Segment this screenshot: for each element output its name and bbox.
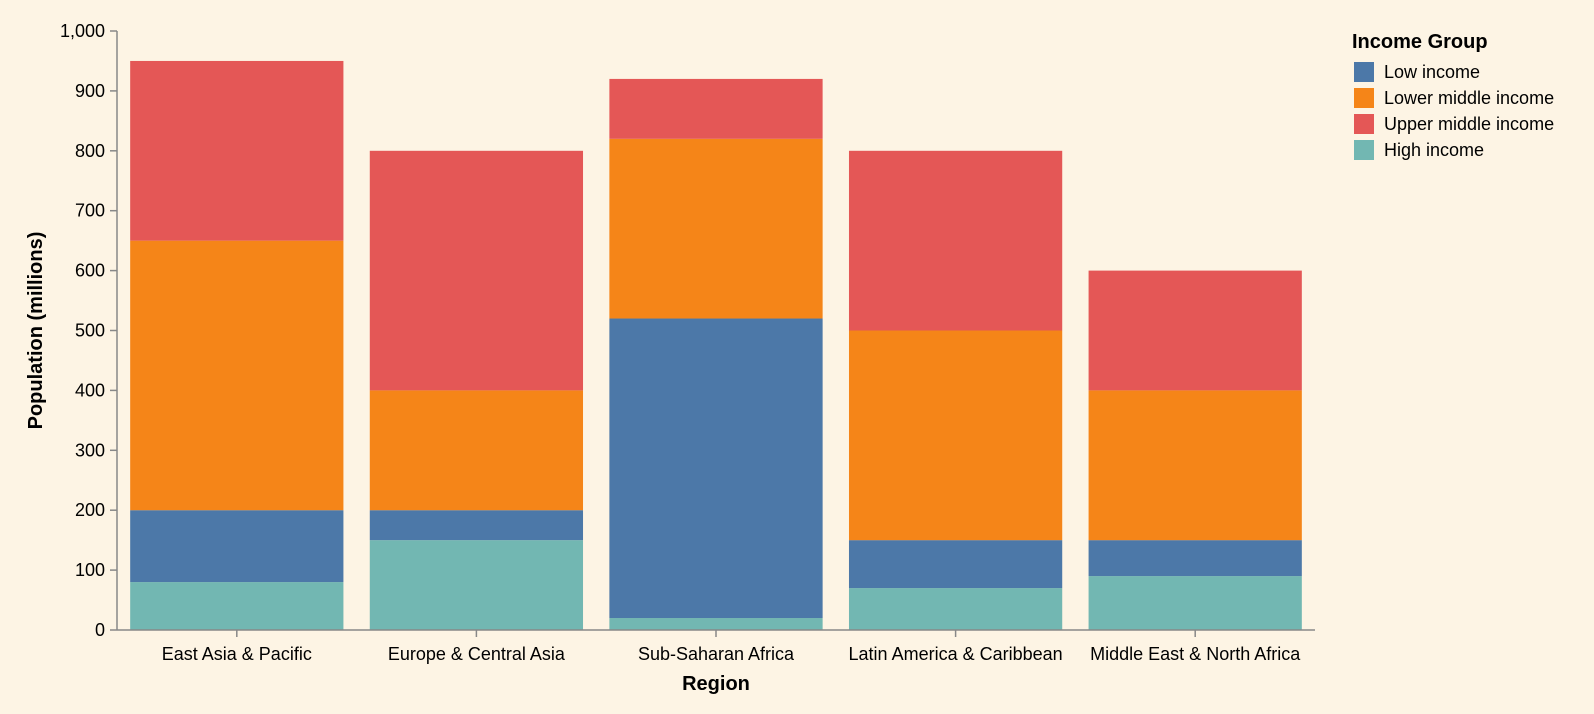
bar-segment-upper-middle-income bbox=[609, 78, 823, 139]
y-axis-title: Population (millions) bbox=[25, 232, 47, 430]
y-tick-label: 800 bbox=[75, 141, 105, 161]
bar-segment-low-income bbox=[130, 510, 344, 583]
y-tick-label: 900 bbox=[75, 81, 105, 101]
legend-label-low-income: Low income bbox=[1384, 62, 1480, 82]
y-tick-label: 500 bbox=[75, 321, 105, 341]
x-tick-label: Sub-Saharan Africa bbox=[638, 644, 795, 664]
bar-segment-upper-middle-income bbox=[1088, 270, 1302, 391]
legend-swatch-low-income bbox=[1354, 62, 1374, 82]
bar-segment-lower-middle-income bbox=[369, 390, 584, 511]
bar-segment-lower-middle-income bbox=[1088, 390, 1302, 541]
bar-segment-upper-middle-income bbox=[848, 150, 1063, 331]
legend: Income Group Low income Lower middle inco… bbox=[1352, 31, 1554, 160]
bars-layer bbox=[130, 60, 1302, 630]
legend-swatch-upper-middle-income bbox=[1354, 114, 1374, 134]
y-tick-label: 700 bbox=[75, 201, 105, 221]
y-tick-label: 400 bbox=[75, 380, 105, 400]
bar-segment-high-income bbox=[609, 618, 823, 630]
legend-label-lower-middle-income: Lower middle income bbox=[1384, 88, 1554, 108]
legend-swatch-lower-middle-income bbox=[1354, 88, 1374, 108]
bar-segment-lower-middle-income bbox=[848, 330, 1063, 541]
x-tick-label: Latin America & Caribbean bbox=[849, 644, 1063, 664]
y-tick-label: 300 bbox=[75, 440, 105, 460]
bar-segment-low-income bbox=[848, 540, 1063, 589]
bar-segment-upper-middle-income bbox=[130, 60, 344, 241]
x-tick-label: Middle East & North Africa bbox=[1090, 644, 1301, 664]
bar-segment-low-income bbox=[609, 318, 823, 619]
legend-label-upper-middle-income: Upper middle income bbox=[1384, 114, 1554, 134]
x-axis-title: Region bbox=[682, 673, 750, 695]
bar-segment-high-income bbox=[848, 588, 1063, 630]
legend-title: Income Group bbox=[1352, 31, 1488, 53]
bar-segment-lower-middle-income bbox=[609, 138, 823, 319]
bar-segment-lower-middle-income bbox=[130, 240, 344, 511]
y-tick-label: 200 bbox=[75, 500, 105, 520]
bar-segment-high-income bbox=[369, 540, 584, 630]
y-tick-label: 0 bbox=[95, 620, 105, 640]
legend-label-high-income: High income bbox=[1384, 140, 1484, 160]
y-tick-label: 1,000 bbox=[60, 21, 105, 41]
y-tick-label: 100 bbox=[75, 560, 105, 580]
bar-segment-high-income bbox=[1088, 576, 1302, 630]
bar-segment-upper-middle-income bbox=[369, 150, 584, 391]
y-axis: 0 100 200 300 400 500 600 700 800 900 1,000 bbox=[60, 21, 118, 640]
bar-segment-low-income bbox=[1088, 540, 1302, 577]
x-tick-label: East Asia & Pacific bbox=[162, 644, 312, 664]
bar-segment-low-income bbox=[369, 510, 584, 541]
legend-swatch-high-income bbox=[1354, 140, 1374, 160]
x-axis: East Asia & Pacific Europe & Central Asia… bbox=[117, 629, 1315, 664]
y-tick-label: 600 bbox=[75, 261, 105, 281]
bar-segment-high-income bbox=[130, 582, 344, 630]
x-tick-label: Europe & Central Asia bbox=[388, 644, 566, 664]
